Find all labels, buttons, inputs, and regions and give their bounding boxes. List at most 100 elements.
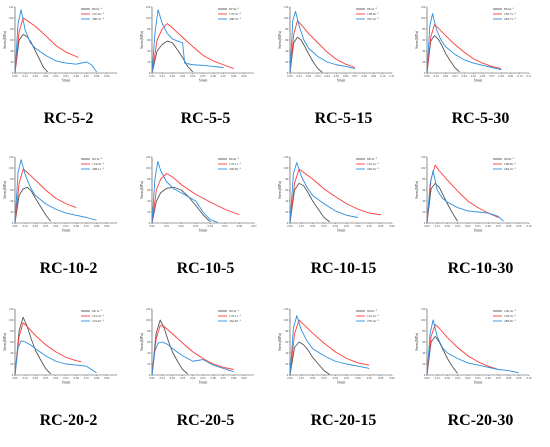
x-tick-label: 0.05: [471, 74, 477, 78]
panel-caption: RC-5-30: [451, 110, 510, 127]
y-tick-label: 120: [146, 155, 151, 159]
y-tick-label: 20: [285, 362, 289, 366]
panel-caption: RC-5-15: [314, 110, 373, 127]
y-axis-label: Stress(MPa): [140, 180, 144, 199]
legend-entry: 82.9s⁻¹: [229, 7, 239, 11]
x-tick-label: 0.04: [461, 74, 467, 78]
y-tick-label: 100: [284, 16, 289, 20]
x-tick-label: 0.02: [179, 224, 185, 228]
x-tick-label: 0.02: [445, 224, 451, 228]
y-tick-label: 60: [147, 188, 151, 192]
x-tick-label: 0.08: [499, 74, 505, 78]
panel-caption: RC-20-30: [447, 412, 514, 429]
x-tick-label: 0.03: [455, 224, 461, 228]
x-tick-label: 0.09: [389, 376, 395, 380]
stress-strain-chart: 0 20 40 60 80 100 120 0.00 0.01 0.02 0.03 0.04 0.05 0…: [3, 5, 117, 83]
x-axis-label: Strain: [199, 229, 208, 233]
x-tick-label: 0.06: [355, 224, 361, 228]
x-axis-label: Strain: [62, 79, 71, 83]
stress-strain-chart: 0 20 40 60 80 100 120 0.00 0.01 0.02 0.03 0.04 0.05 0…: [3, 155, 117, 233]
x-tick-label: 0.04: [53, 74, 59, 78]
y-tick-label: 80: [147, 27, 151, 31]
series-line: [426, 170, 504, 224]
stress-strain-chart: 0 20 40 60 80 100 120 0.00 0.01 0.02 0.03 0.04 0.05 0…: [140, 155, 257, 233]
panel-caption: RC-10-30: [447, 260, 514, 277]
legend-entry: 267.4s⁻¹: [367, 17, 379, 21]
legend-entry: 174.9s⁻¹: [92, 162, 104, 166]
x-tick-label: 0.09: [241, 74, 247, 78]
x-tick-label: 0.00: [424, 224, 430, 228]
y-axis-label: Stress(MPa): [140, 332, 144, 351]
y-tick-label: 0: [12, 373, 14, 377]
legend-entry: 99.9s⁻¹: [504, 157, 514, 161]
y-tick-label: 20: [10, 60, 14, 64]
stress-strain-chart: 0 20 40 60 80 100 120 0.00 0.01 0.02 0.03 0.04 0.05 0…: [140, 307, 254, 385]
x-tick-label: 0.08: [94, 74, 100, 78]
x-tick-label: 0.09: [516, 376, 522, 380]
y-tick-label: 40: [422, 49, 426, 53]
x-tick-label: 0.06: [74, 74, 80, 78]
x-tick-label: 0.02: [310, 376, 316, 380]
y-tick-label: 120: [146, 5, 151, 9]
series-line: [426, 182, 458, 224]
stress-strain-chart: 0 20 40 60 80 100 120 0.00 0.01 0.02 0.03 0.04 0.05 0…: [415, 307, 532, 385]
x-tick-label: 0.06: [486, 376, 492, 380]
series-line: [14, 316, 52, 376]
stress-strain-chart: 0 20 40 60 80 100 120 0.00 0.01 0.02 0.03 0.04 0.05 0…: [140, 5, 254, 83]
x-axis-label: Strain: [337, 79, 346, 83]
y-tick-label: 20: [10, 210, 14, 214]
x-tick-label: 0.03: [315, 74, 321, 78]
y-tick-label: 60: [147, 340, 151, 344]
series-line: [289, 182, 330, 224]
x-tick-label: 0.07: [84, 376, 90, 380]
y-tick-label: 120: [421, 307, 426, 311]
x-tick-label: 0.01: [435, 224, 441, 228]
x-tick-label: 0.01: [23, 224, 29, 228]
chart-panel: 0 20 40 60 80 100 120 0.00 0.01 0.02 0.03 0.04 0.05 0…: [412, 302, 549, 447]
chart-panel: 0 20 40 60 80 100 120 0.00 0.01 0.02 0.03 0.04 0.05 0…: [412, 0, 549, 145]
legend-entry: 286.5s⁻¹: [92, 17, 104, 21]
legend-entry: 219.6s⁻¹: [92, 319, 104, 323]
legend-entry: 90.3s⁻¹: [92, 157, 102, 161]
series-line: [426, 13, 502, 74]
x-tick-label: 0.00: [149, 74, 155, 78]
x-tick-label: 0.06: [211, 376, 217, 380]
y-tick-label: 0: [12, 71, 14, 75]
chart-panel: 0 20 40 60 80 100 120 0.00 0.01 0.02 0.03 0.04 0.05 0…: [0, 302, 137, 447]
y-tick-label: 60: [422, 188, 426, 192]
legend-entry: 197.6s⁻¹: [92, 12, 104, 16]
x-tick-label: 0.03: [452, 74, 458, 78]
y-tick-label: 120: [284, 307, 289, 311]
y-tick-label: 0: [287, 373, 289, 377]
panel-caption: RC-5-2: [43, 110, 94, 127]
y-tick-label: 120: [9, 155, 14, 159]
chart-panel: 0 20 40 60 80 100 120 0.00 0.01 0.02 0.03 0.04 0.05 0…: [137, 302, 274, 447]
y-tick-label: 80: [285, 177, 289, 181]
legend-entry: 84.9s⁻¹: [229, 157, 239, 161]
legend-entry: 185.7s⁻¹: [504, 12, 516, 16]
x-tick-label: 0.07: [489, 74, 495, 78]
stress-strain-chart: 0 20 40 60 80 100 120 0.00 0.01 0.02 0.03 0.04 0.05 0…: [278, 307, 395, 385]
x-tick-label: 0.08: [231, 376, 237, 380]
y-axis-label: Stress(MPa): [140, 30, 144, 49]
x-tick-label: 0.07: [84, 74, 90, 78]
x-axis-label: Strain: [474, 79, 483, 83]
panel-caption: RC-10-5: [176, 260, 235, 277]
x-tick-label: 0.04: [465, 224, 471, 228]
x-tick-label: 0.02: [170, 376, 176, 380]
series-line: [289, 36, 323, 74]
y-tick-label: 60: [285, 340, 289, 344]
x-tick-label: 0.05: [334, 74, 340, 78]
series-line: [426, 323, 499, 376]
x-tick-label: 0.07: [352, 74, 358, 78]
y-tick-label: 120: [421, 5, 426, 9]
legend-entry: 268.1s⁻¹: [92, 167, 104, 171]
y-axis-label: Stress(MPa): [3, 30, 7, 49]
legend-entry: 100.4s⁻¹: [504, 309, 516, 313]
legend-entry: 181.2s⁻¹: [367, 162, 379, 166]
x-tick-label: 0.10: [526, 376, 532, 380]
y-tick-label: 60: [147, 38, 151, 42]
x-tick-label: 0.02: [33, 74, 39, 78]
legend-entry: 270.4s⁻¹: [367, 319, 379, 323]
y-axis-label: Stress(MPa): [3, 332, 7, 351]
